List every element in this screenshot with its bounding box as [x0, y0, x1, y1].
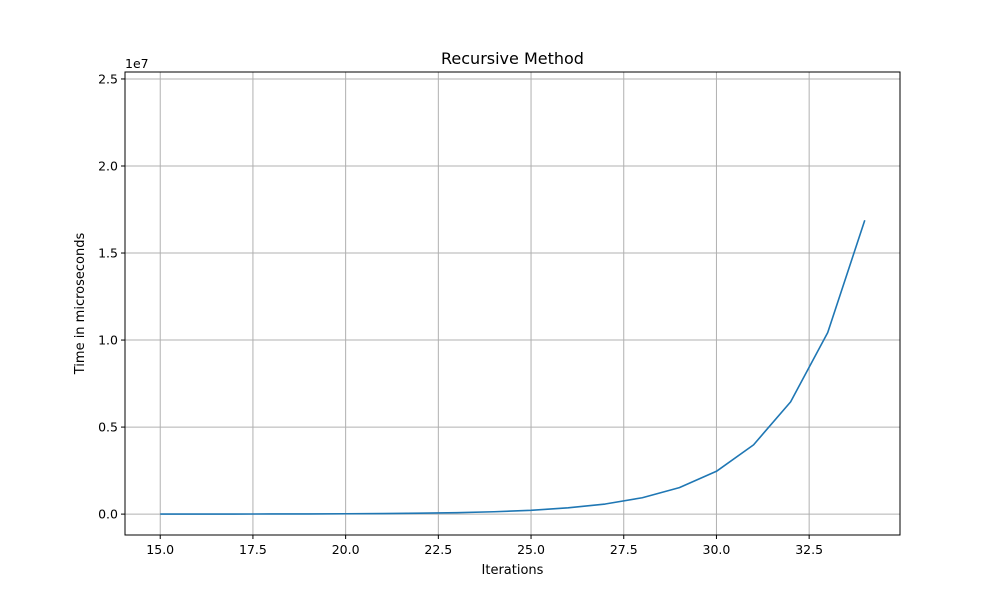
data-point: [790, 401, 792, 403]
plot-frame: [124, 71, 901, 536]
y-tick-label: 0.0: [98, 507, 118, 522]
data-point: [493, 511, 495, 513]
y-tick-label: 1.5: [98, 246, 118, 261]
data-point: [827, 332, 829, 334]
y-tick-label: 2.0: [98, 158, 118, 173]
x-tick-label: 20.0: [332, 542, 360, 557]
data-point: [345, 513, 347, 515]
data-point: [715, 470, 717, 472]
ticks: 15.0 17.5 20.0 22.5 25.0 27.5 30.0 32.5 0.0 0.5 1.…: [98, 71, 823, 557]
data-point: [196, 513, 198, 515]
data-point: [308, 513, 310, 515]
x-tick-label: 30.0: [703, 542, 731, 557]
y-offset-label: 1e7: [125, 56, 149, 71]
x-tick-label: 27.5: [610, 542, 638, 557]
data-point: [864, 219, 866, 221]
data-point: [270, 513, 272, 515]
x-tick-label: 15.0: [146, 542, 174, 557]
data-point: [233, 513, 235, 515]
x-tick-label: 17.5: [239, 542, 267, 557]
grid: [125, 72, 900, 535]
data-point: [753, 444, 755, 446]
data-point: [604, 503, 606, 505]
x-tick-label: 22.5: [424, 542, 452, 557]
data-point: [567, 507, 569, 509]
y-axis-label: Time in microseconds: [73, 233, 88, 376]
y-tick-label: 2.5: [98, 71, 118, 86]
x-axis-label: Iterations: [482, 563, 544, 578]
data-point: [641, 497, 643, 499]
data-point: [456, 512, 458, 514]
data-point: [159, 513, 161, 515]
data-point: [530, 509, 532, 511]
data-point: [678, 487, 680, 489]
y-tick-label: 0.5: [98, 420, 118, 435]
data-point: [382, 513, 384, 515]
data-point: [419, 512, 421, 514]
series-layer: [159, 219, 866, 515]
x-tick-label: 32.5: [795, 542, 823, 557]
series-line: [160, 220, 866, 515]
y-tick-label: 1.0: [98, 333, 118, 348]
x-tick-label: 25.0: [517, 542, 545, 557]
chart-title: Recursive Method: [441, 49, 584, 68]
